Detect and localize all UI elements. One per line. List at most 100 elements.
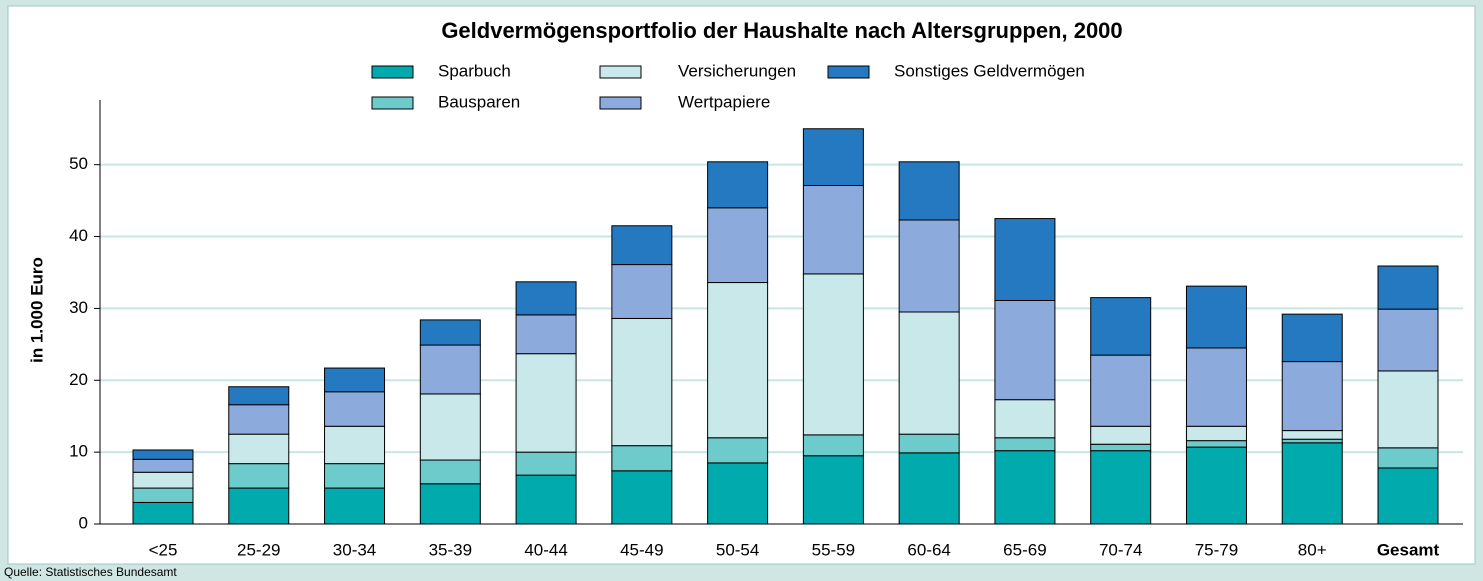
bar-segment <box>898 433 960 454</box>
bar-segment <box>515 281 577 316</box>
bar-segment <box>1377 467 1439 525</box>
bar-segment <box>994 399 1056 439</box>
bar-segment <box>898 452 960 525</box>
bar-segment <box>132 458 194 473</box>
bar-segment <box>707 437 769 464</box>
bar-segment <box>1281 438 1343 444</box>
legend-swatch <box>599 65 642 79</box>
bar-segment <box>1281 442 1343 525</box>
y-tick-label: 10 <box>69 442 88 461</box>
bar-segment <box>1090 297 1152 356</box>
bar-segment <box>611 264 673 319</box>
bar-segment <box>1090 425 1152 445</box>
bar-segment <box>611 445 673 472</box>
x-tick-label: 65-69 <box>1003 540 1046 559</box>
bar-segment <box>802 185 864 275</box>
bar-segment <box>515 314 577 355</box>
x-tick-label: 25-29 <box>237 540 280 559</box>
bar-segment <box>419 319 481 346</box>
x-tick-label: <25 <box>149 540 178 559</box>
y-tick-label: 40 <box>69 226 88 245</box>
bar-segment <box>802 455 864 525</box>
bar-segment <box>707 462 769 525</box>
bar-segment <box>228 433 290 465</box>
bar-segment <box>228 463 290 489</box>
bar-segment <box>994 437 1056 452</box>
bar-segment <box>132 501 194 525</box>
legend-label: Sparbuch <box>438 61 511 80</box>
bar-segment <box>1281 430 1343 440</box>
bar-segment <box>1377 308 1439 372</box>
bar-segment <box>994 218 1056 302</box>
legend-label: Versicherungen <box>678 61 796 80</box>
x-tick-label: 55-59 <box>812 540 855 559</box>
x-tick-label: 35-39 <box>429 540 472 559</box>
bar-segment <box>1377 370 1439 449</box>
bar-segment <box>1377 447 1439 469</box>
bar-segment <box>515 474 577 525</box>
bar-segment <box>994 300 1056 401</box>
x-tick-label: 40-44 <box>524 540 567 559</box>
y-axis-label: in 1.000 Euro <box>27 257 46 363</box>
bar-segment <box>419 483 481 525</box>
bar-segment <box>419 459 481 485</box>
bar-segment <box>515 451 577 476</box>
x-tick-label: 80+ <box>1298 540 1327 559</box>
x-tick-label: 45-49 <box>620 540 663 559</box>
bar-segment <box>1090 450 1152 525</box>
bar-segment <box>707 161 769 209</box>
x-tick-label: 75-79 <box>1195 540 1238 559</box>
legend-swatch <box>599 96 642 110</box>
bar-segment <box>802 128 864 187</box>
bar-segment <box>228 487 290 525</box>
bar-segment <box>707 207 769 284</box>
bar-segment <box>611 470 673 525</box>
bar-segment <box>611 317 673 447</box>
legend-swatch <box>371 65 414 79</box>
bar-segment <box>515 353 577 453</box>
bar-segment <box>1185 440 1247 448</box>
bar-segment <box>802 434 864 457</box>
bar-segment <box>898 219 960 313</box>
bar-segment <box>1090 354 1152 427</box>
bar-segment <box>132 471 194 489</box>
x-tick-label: 60-64 <box>907 540 950 559</box>
x-tick-label: 50-54 <box>716 540 759 559</box>
legend-label: Sonstiges Geldvermögen <box>894 61 1085 80</box>
legend-label: Wertpapiere <box>678 92 770 111</box>
bar-segment <box>994 450 1056 525</box>
bar-segment <box>324 391 386 427</box>
bar-segment <box>324 463 386 489</box>
bar-segment <box>324 487 386 525</box>
y-tick-label: 20 <box>69 370 88 389</box>
bar-segment <box>1281 313 1343 363</box>
bar-segment <box>802 273 864 436</box>
bar-segment <box>132 487 194 503</box>
bar-segment <box>1185 285 1247 349</box>
bar-segment <box>228 386 290 406</box>
bar-segment <box>898 161 960 221</box>
legend-swatch <box>827 65 870 79</box>
y-tick-label: 0 <box>79 513 88 532</box>
bar-segment <box>132 449 194 460</box>
x-tick-label: 70-74 <box>1099 540 1142 559</box>
source-note: Quelle: Statistisches Bundesamt <box>4 565 177 579</box>
bar-segment <box>324 425 386 465</box>
bar-segment <box>419 393 481 461</box>
bar-segment <box>1185 425 1247 442</box>
legend-label: Bausparen <box>438 92 520 111</box>
x-tick-label: Gesamt <box>1377 540 1440 559</box>
bar-segment <box>324 367 386 393</box>
y-tick-label: 50 <box>69 154 88 173</box>
bar-segment <box>611 225 673 266</box>
x-tick-label: 30-34 <box>333 540 376 559</box>
bar-segment <box>419 344 481 395</box>
bar-segment <box>898 311 960 435</box>
bar-segment <box>1281 361 1343 432</box>
bar-segment <box>1377 265 1439 310</box>
bar-segment <box>707 282 769 439</box>
bar-segment <box>1185 347 1247 427</box>
bar-segment <box>1090 443 1152 452</box>
